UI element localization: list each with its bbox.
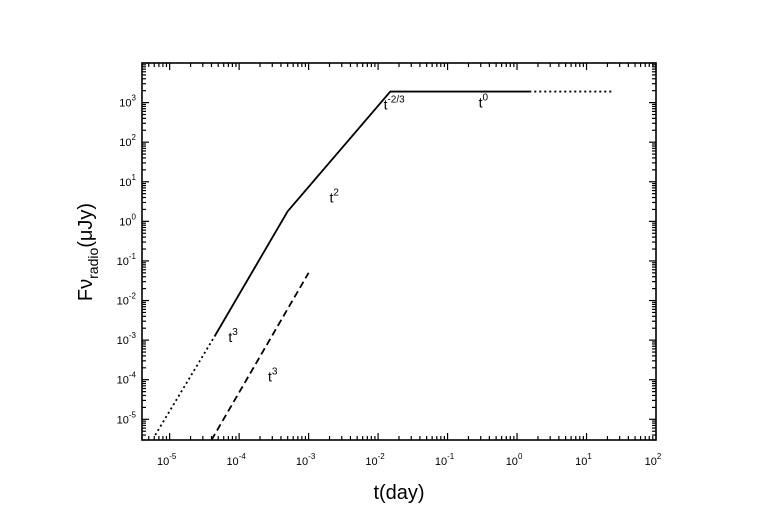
tick-labels: 10-5 10-4 10-3 10-2 10-1 100 101 102 10-5 10-4 10-… [117, 94, 662, 468]
annotations: t3 t3 t2 t-2/3 t0 [228, 93, 488, 385]
y-tick-label: 10-4 [117, 371, 137, 387]
x-axis-label: t(day) [373, 482, 424, 504]
plot-frame [141, 62, 657, 441]
y-tick-label: 10-2 [117, 292, 137, 308]
y-axis-label-base: Fν [75, 279, 97, 301]
y-axis-label-suffix: (μJy) [75, 203, 97, 248]
y-tick-label: 10-1 [117, 252, 137, 268]
y-tick-label: 101 [119, 173, 136, 189]
slope-annotation: t3 [268, 367, 278, 385]
slope-annotation: t2 [330, 188, 340, 206]
series-lines [154, 90, 615, 441]
series-line-dotted [154, 335, 216, 436]
y-tick-label: 100 [119, 212, 136, 228]
x-tick-label: 10-5 [157, 452, 177, 468]
x-tick-label: 102 [645, 452, 662, 468]
series-line-solid [214, 90, 530, 337]
series-line-dashed [210, 272, 310, 441]
y-tick-label: 10-3 [117, 331, 137, 347]
x-tick-label: 10-4 [226, 452, 246, 468]
x-tick-label: 10-1 [435, 452, 455, 468]
axis-ticks [141, 62, 657, 441]
x-tick-label: 10-2 [365, 452, 385, 468]
x-tick-label: 101 [575, 452, 592, 468]
y-axis-label: Fνradio(μJy) [75, 203, 101, 301]
y-tick-label: 102 [119, 133, 136, 149]
slope-annotation: t-2/3 [384, 94, 406, 112]
y-tick-label: 103 [119, 94, 136, 110]
x-tick-label: 100 [506, 452, 523, 468]
x-tick-label: 10-3 [296, 452, 316, 468]
slope-annotation: t3 [228, 327, 238, 345]
slope-annotation: t0 [479, 93, 489, 111]
y-tick-label: 10-5 [117, 410, 137, 426]
y-axis-label-subscript: radio [85, 248, 101, 279]
